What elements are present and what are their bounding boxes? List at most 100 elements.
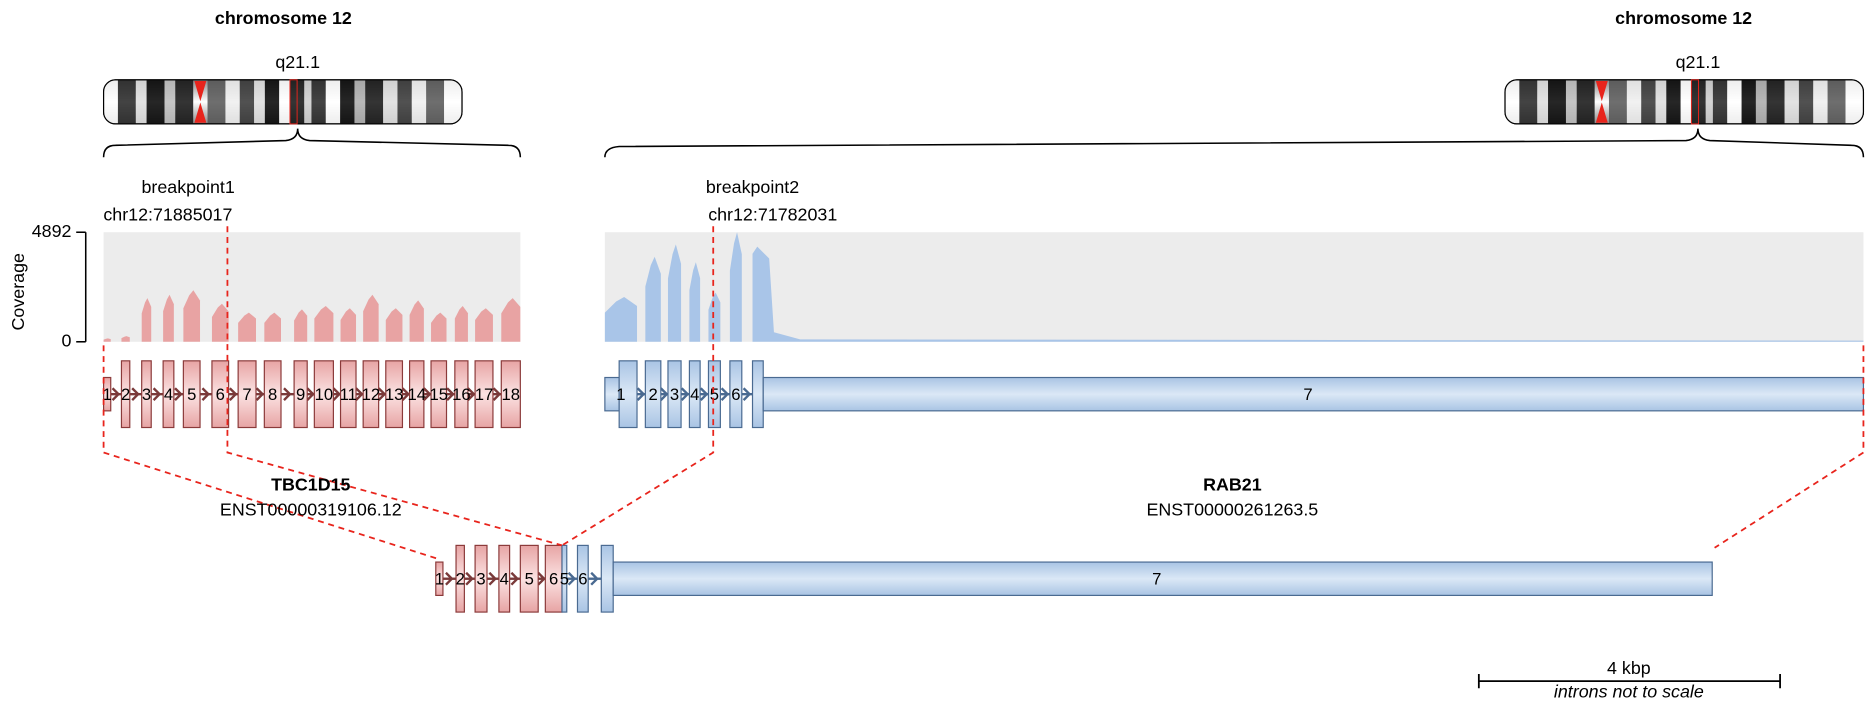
exon-label: 9 (296, 385, 305, 404)
exon-label: 4 (164, 385, 173, 404)
exon-label: 3 (476, 569, 485, 588)
chromosome-title: chromosome 12 (215, 8, 352, 28)
exon-label: 10 (315, 385, 334, 404)
exon (763, 378, 1863, 411)
ideogram-band (444, 80, 462, 123)
band-label: q21.1 (275, 52, 320, 72)
ideogram-band (1846, 80, 1864, 123)
ideogram (1505, 80, 1863, 124)
exon-label: 17 (475, 385, 494, 404)
breakpoint-label: breakpoint1 (141, 177, 234, 197)
exon-label: 5 (560, 569, 569, 588)
ideogram-band (1767, 80, 1785, 123)
ideogram-band (1577, 80, 1595, 123)
exon-label: 2 (648, 385, 657, 404)
ideogram-band (208, 80, 226, 123)
ideogram-band (1742, 80, 1756, 123)
exon-label: 7 (242, 385, 251, 404)
ideogram-band (1548, 80, 1566, 123)
ideogram-band (1641, 80, 1655, 123)
ideogram-band (412, 80, 426, 123)
page: { "chromosomes": [ {"title": "chromosome… (0, 0, 1867, 705)
exon-label: 6 (549, 569, 558, 588)
ideogram-band (1756, 80, 1767, 123)
exon-label: 2 (121, 385, 130, 404)
exon-label: 7 (1303, 385, 1312, 404)
ideogram-band (1799, 80, 1813, 123)
exon-label: 11 (340, 385, 357, 404)
ideogram-band (383, 80, 397, 123)
exon-label: 2 (456, 569, 465, 588)
exon-label: 8 (268, 385, 277, 404)
fusion-figure: chromosome 12 q21.1 chromosome 12 q21.1 … (0, 0, 1867, 705)
ideogram-band (1666, 80, 1680, 123)
ideogram-band (265, 80, 279, 123)
exon-label: 16 (452, 385, 471, 404)
y-tick-label: 4892 (32, 221, 72, 241)
exon-label: 7 (1152, 569, 1161, 588)
exon-label: 6 (216, 385, 225, 404)
exon-label: 12 (362, 385, 381, 404)
ideogram-band (1566, 80, 1577, 123)
exon (613, 562, 1712, 595)
scale-label: 4 kbp (1607, 658, 1651, 678)
ideogram-band (1681, 80, 1692, 123)
ideogram-band (1656, 80, 1667, 123)
ideogram-band (165, 80, 176, 123)
exon-label: 6 (731, 385, 740, 404)
ideogram-band (1785, 80, 1799, 123)
gene-name: RAB21 (1203, 475, 1262, 495)
exon-label: 13 (385, 385, 404, 404)
transcript-id: ENST00000261263.5 (1146, 500, 1318, 520)
ideogram-band (1828, 80, 1846, 123)
coverage-axis-label: Coverage (8, 253, 28, 331)
exon-label: 6 (578, 569, 587, 588)
ideogram-band (1537, 80, 1548, 123)
y-tick-label: 0 (62, 331, 72, 351)
ideogram-band (1727, 80, 1741, 123)
ideogram-band (279, 80, 290, 123)
ideogram-band (240, 80, 254, 123)
exon (601, 545, 613, 612)
exon-label: 1 (616, 385, 625, 404)
ideogram-band (304, 80, 311, 123)
breakpoint-guide (1715, 345, 1864, 547)
ideogram-band (254, 80, 265, 123)
ideogram-band (1706, 80, 1713, 123)
ideogram-band (1505, 80, 1519, 123)
ideogram-band (1813, 80, 1827, 123)
coverage-background (605, 232, 1864, 342)
ideogram-band (365, 80, 383, 123)
exon-label: 5 (710, 385, 719, 404)
scale-note: introns not to scale (1554, 682, 1704, 702)
ideogram-band (1519, 80, 1537, 123)
ideogram-band (1609, 80, 1627, 123)
exon-label: 3 (142, 385, 151, 404)
ideogram-band (354, 80, 365, 123)
exon-label: 14 (407, 385, 426, 404)
exon-label: 18 (502, 385, 521, 404)
zoom-brace (605, 129, 1864, 158)
breakpoint-position: chr12:71885017 (103, 204, 232, 224)
exon-label: 1 (435, 569, 444, 588)
exon-label: 5 (187, 385, 196, 404)
gene-name: TBC1D15 (271, 475, 350, 495)
exon-label: 4 (500, 569, 509, 588)
ideogram (104, 80, 462, 124)
chromosome-title: chromosome 12 (1615, 8, 1752, 28)
ideogram-band (426, 80, 444, 123)
transcript-id: ENST00000319106.12 (220, 500, 402, 520)
ideogram-band (104, 80, 118, 123)
ideogram-band (397, 80, 411, 123)
ideogram-band (311, 80, 325, 123)
exon-label: 5 (525, 569, 534, 588)
ideogram-band (340, 80, 354, 123)
ideogram-band (1713, 80, 1727, 123)
breakpoint-position: chr12:71782031 (708, 204, 837, 224)
band-label: q21.1 (1676, 52, 1721, 72)
ideogram-band (118, 80, 136, 123)
ideogram-band (147, 80, 165, 123)
zoom-brace (104, 129, 521, 158)
ideogram-band (326, 80, 340, 123)
